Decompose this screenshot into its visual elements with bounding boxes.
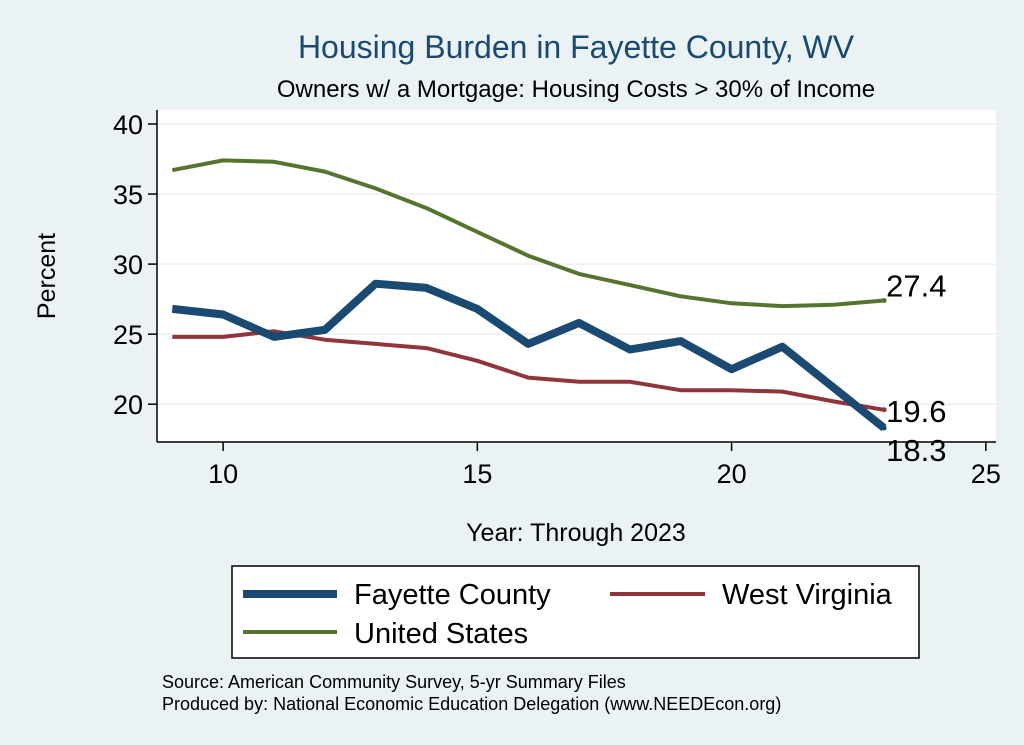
series-line-0 (171, 279, 887, 432)
legend-label-2: United States (354, 618, 528, 650)
y-tick-label: 35 (113, 180, 143, 210)
x-axis-title: Year: Through 2023 (466, 519, 686, 547)
y-tick-label: 40 (113, 110, 143, 140)
end-label-1: 19.6 (886, 394, 946, 429)
end-point-0 (881, 425, 887, 431)
chart-title: Housing Burden in Fayette County, WV (298, 29, 855, 65)
plot-area (157, 110, 996, 442)
end-label-2: 27.4 (886, 269, 946, 304)
x-tick-label: 20 (717, 459, 747, 489)
legend-label-0: Fayette County (354, 579, 551, 611)
source-note: Source: American Community Survey, 5-yr … (162, 672, 626, 692)
series-line-2 (171, 158, 885, 309)
legend-box (231, 565, 920, 659)
legend-label-1: West Virginia (722, 579, 893, 611)
x-tick-label: 25 (971, 459, 1001, 489)
x-tick-label: 10 (208, 459, 238, 489)
chart-subtitle: Owners w/ a Mortgage: Housing Costs > 30… (277, 76, 875, 103)
axes: 20 25 30 35 40 10 15 20 25 (113, 110, 1001, 489)
end-label-0: 18.3 (886, 433, 946, 468)
legend: Fayette County West Virginia United States (243, 579, 893, 650)
y-axis-title: Percent (33, 233, 61, 319)
y-tick-label: 25 (113, 320, 143, 350)
end-labels: 18.3 19.6 27.4 (881, 269, 946, 468)
produced-by-note: Produced by: National Economic Education… (162, 694, 781, 714)
end-point-2 (881, 298, 887, 304)
series-lines (171, 158, 887, 432)
end-point-1 (881, 407, 887, 413)
y-tick-label: 30 (113, 250, 143, 280)
y-tick-label: 20 (113, 390, 143, 420)
x-tick-label: 15 (462, 459, 492, 489)
